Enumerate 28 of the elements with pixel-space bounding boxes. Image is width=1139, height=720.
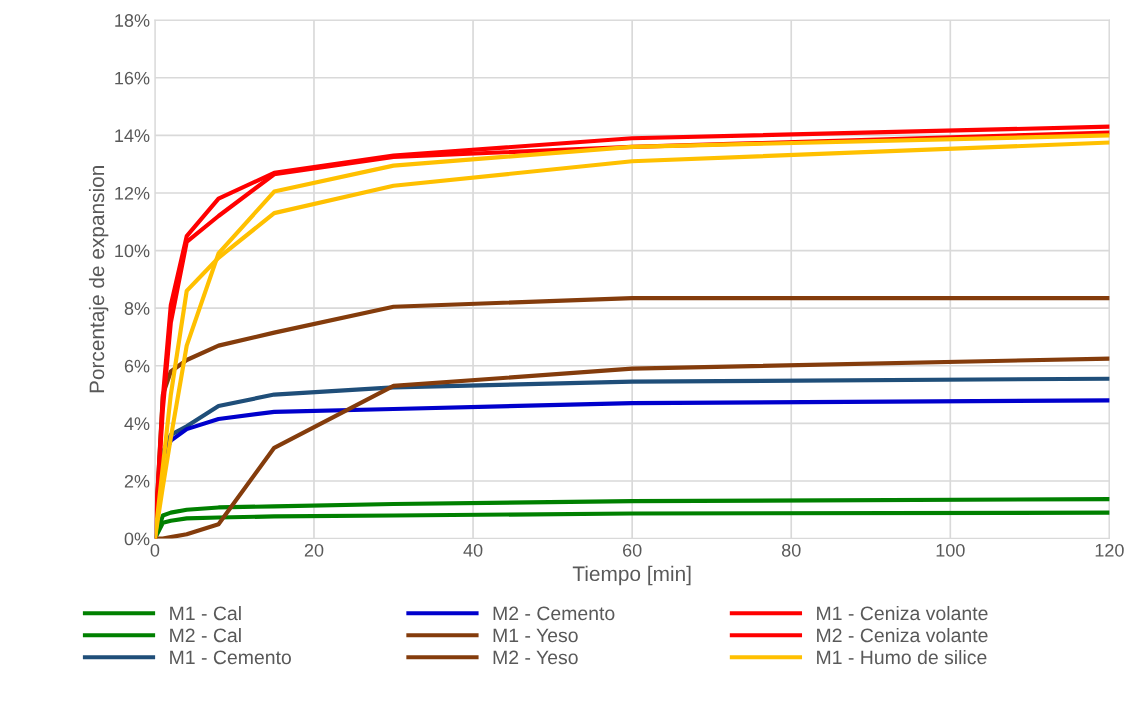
legend-label: M2 - Ceniza volante bbox=[817, 627, 988, 643]
y-tick-label: 10% bbox=[115, 244, 150, 258]
y-tick-label: 6% bbox=[124, 359, 150, 373]
y-tick-label: 12% bbox=[115, 186, 150, 200]
legend-label: M1 - Yeso bbox=[493, 628, 578, 643]
y-tick-label: 18% bbox=[115, 14, 150, 27]
legend-label: M2 - Cal bbox=[170, 627, 241, 643]
y-tick-label: 8% bbox=[124, 302, 150, 315]
x-tick-label: 40 bbox=[463, 543, 483, 557]
y-tick-label: 4% bbox=[124, 417, 150, 431]
y-tick-label: 2% bbox=[124, 474, 150, 488]
legend-label: M2 - Cemento bbox=[493, 606, 615, 621]
x-tick-label: 0 bbox=[150, 543, 160, 557]
x-tick-label: 100 bbox=[936, 543, 965, 557]
legend-label: M1 - Ceniza volante bbox=[817, 605, 988, 621]
legend-label: M1 - Humo de silice bbox=[817, 649, 987, 665]
legend-label: M2 - Yeso bbox=[493, 650, 578, 665]
y-tick-label: 14% bbox=[115, 129, 150, 143]
y-tick-label: 16% bbox=[115, 71, 150, 85]
x-tick-label: 60 bbox=[623, 543, 642, 557]
x-tick-label: 20 bbox=[304, 543, 324, 557]
y-tick-label: 0% bbox=[124, 532, 150, 546]
y-axis-title: Porcentaje de expansion bbox=[88, 166, 109, 393]
x-tick-label: 120 bbox=[1095, 543, 1124, 557]
legend-label: M1 - Cal bbox=[170, 605, 241, 621]
x-tick-label: 80 bbox=[781, 543, 801, 557]
legend-label: M1 - Cemento bbox=[170, 650, 291, 665]
x-axis-title: Tiempo [min] bbox=[572, 565, 691, 586]
